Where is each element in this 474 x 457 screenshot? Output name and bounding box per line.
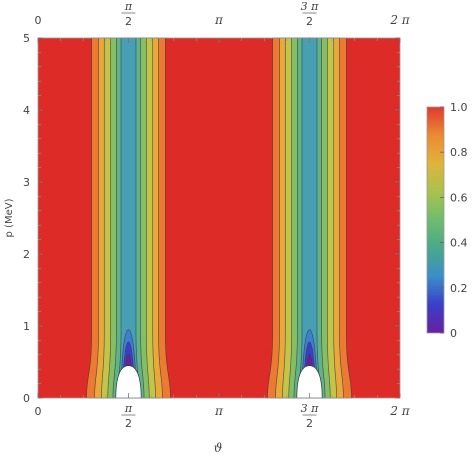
colorbar-tick-label-5: 1.0 bbox=[450, 101, 468, 114]
colorbar-tick-label-3: 0.6 bbox=[450, 191, 468, 204]
x-tick-label-top-4: 2 π bbox=[389, 13, 410, 27]
colorbar-tick-label-4: 0.8 bbox=[450, 146, 468, 159]
x-tick-label-top-2: π bbox=[214, 13, 224, 27]
undefined-region-0 bbox=[115, 365, 142, 399]
colorbar-tick-label-0: 0 bbox=[450, 327, 457, 340]
undefined-region-1 bbox=[296, 365, 323, 399]
y-tick-label-3: 3 bbox=[23, 176, 30, 189]
x-tick-label-bottom-4: 2 π bbox=[389, 404, 410, 418]
y-tick-label-5: 5 bbox=[23, 32, 30, 45]
y-tick-label-1: 1 bbox=[23, 320, 30, 333]
x-tick-label-bottom-0: 0 bbox=[35, 405, 42, 418]
x-tick-label-top-1-denominator: 2 bbox=[125, 15, 132, 28]
x-tick-label-bottom-3-numerator: 3 π bbox=[301, 402, 319, 415]
y-tick-label-4: 4 bbox=[23, 104, 30, 117]
x-tick-label-bottom-1-denominator: 2 bbox=[125, 417, 132, 430]
y-tick-label-2: 2 bbox=[23, 248, 30, 261]
x-tick-label-bottom-1-numerator: π bbox=[124, 402, 133, 415]
colorbar-gradient bbox=[426, 106, 445, 334]
plot-area bbox=[38, 37, 400, 399]
x-tick-label-top-3-numerator: 3 π bbox=[301, 0, 319, 13]
x-tick-label-top-3-denominator: 2 bbox=[306, 15, 313, 28]
x-tick-label-top-0: 0 bbox=[35, 14, 42, 27]
x-tick-label-bottom-3-denominator: 2 bbox=[306, 417, 313, 430]
colorbar-tick-label-1: 0.2 bbox=[450, 282, 468, 295]
x-tick-label-top-1-numerator: π bbox=[124, 0, 133, 13]
y-tick-label-0: 0 bbox=[23, 392, 30, 405]
x-axis-label: ϑ bbox=[214, 441, 223, 455]
y-axis-label: p (MeV) bbox=[4, 198, 15, 237]
colorbar: 0 0.2 0.4 0.6 0.8 1.0 bbox=[426, 101, 468, 340]
colorbar-tick-label-2: 0.4 bbox=[450, 237, 468, 250]
x-tick-label-bottom-2: π bbox=[214, 404, 224, 418]
